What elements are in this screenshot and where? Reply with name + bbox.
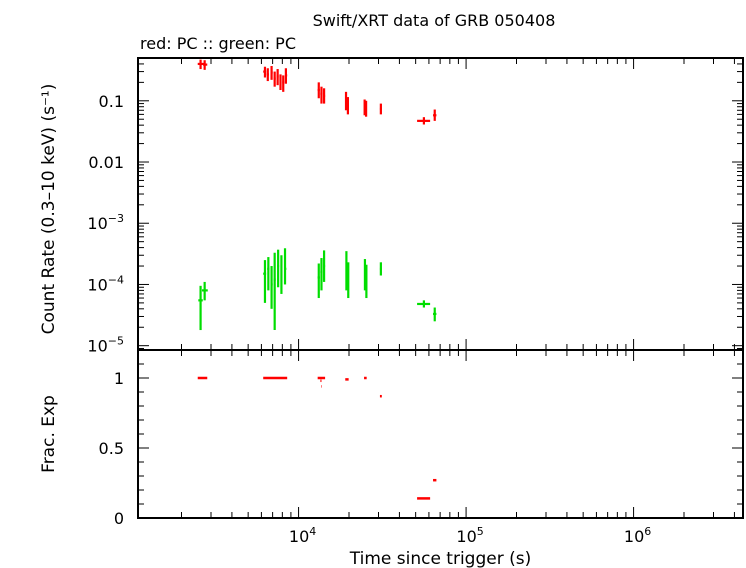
data-point — [417, 117, 431, 125]
data-point — [198, 285, 203, 331]
data-series — [197, 376, 437, 500]
data-point — [282, 75, 285, 92]
data-point — [365, 264, 368, 299]
x-tick-label: 105 — [456, 525, 483, 546]
data-point — [417, 300, 431, 308]
x-tick-label: 106 — [624, 525, 651, 546]
data-point — [320, 258, 323, 291]
y-tick-label: 1 — [114, 369, 124, 388]
data-point — [317, 263, 320, 299]
data-point — [279, 74, 282, 91]
plot-frame — [137, 349, 744, 519]
x-axis-label: Time since trigger (s) — [349, 549, 532, 568]
y-tick-label: 0.1 — [99, 92, 124, 111]
data-point — [263, 260, 267, 303]
y-tick-label: 0.01 — [88, 153, 124, 172]
data-point — [322, 250, 326, 282]
data-point — [277, 249, 280, 288]
y-tick-label: 10−5 — [87, 335, 124, 356]
data-point — [345, 251, 348, 291]
data-series — [197, 59, 437, 125]
y-tick-label: 0.5 — [99, 439, 124, 458]
data-point — [266, 68, 269, 82]
y-tick-label: 10−4 — [87, 273, 124, 294]
data-point — [273, 71, 276, 87]
chart-subtitle: red: PC :: green: PC — [140, 34, 296, 53]
data-point — [267, 257, 270, 291]
count-rate-panel: 0.1 0.01 10−3 10−4 10−5 Count Rate (0.3–10 ke… — [39, 57, 744, 356]
data-point — [283, 248, 287, 285]
data-point — [270, 266, 273, 309]
y-tick-label: 0 — [114, 509, 124, 528]
data-point — [317, 82, 320, 99]
x-tick-label: 104 — [289, 525, 316, 546]
data-point — [347, 262, 350, 299]
data-point — [379, 262, 382, 276]
data-point — [433, 109, 437, 121]
data-point — [346, 97, 349, 115]
plot-frame — [137, 57, 744, 351]
data-point — [280, 255, 283, 294]
data-point — [322, 88, 326, 104]
data-point — [273, 252, 276, 331]
data-point — [284, 68, 288, 84]
data-point — [320, 86, 323, 104]
data-point — [344, 91, 348, 111]
data-point — [203, 60, 208, 70]
y-axis-label: Count Rate (0.3–10 keV) (s⁻¹) — [39, 84, 59, 335]
fractional-exposure-panel: 1 0.5 0 104 105 106 Time since trigger (s) Frac… — [39, 349, 744, 568]
data-point — [433, 307, 437, 322]
data-point — [364, 100, 368, 117]
data-point — [276, 69, 279, 86]
chart-title: Swift/XRT data of GRB 050408 — [313, 11, 556, 30]
data-point — [201, 281, 208, 301]
y-tick-label: 10−3 — [87, 212, 124, 233]
data-series — [198, 248, 437, 331]
data-point — [379, 103, 382, 115]
data-point — [263, 66, 267, 78]
y-axis-label: Frac. Exp — [39, 395, 59, 473]
data-point — [197, 59, 204, 70]
data-point — [270, 66, 273, 80]
